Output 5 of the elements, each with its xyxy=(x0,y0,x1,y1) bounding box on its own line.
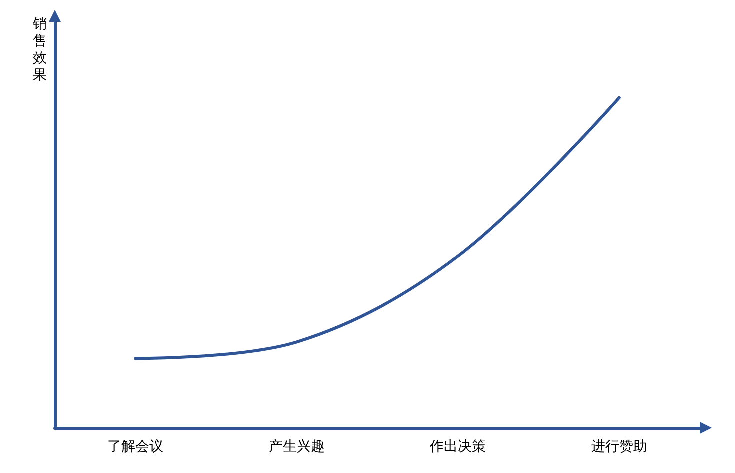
x-tick-label: 作出决策 xyxy=(429,439,486,455)
y-axis-title: 销售效果 xyxy=(32,16,47,84)
x-tick-label: 了解会议 xyxy=(108,439,164,455)
x-tick-label: 产生兴趣 xyxy=(268,439,325,455)
x-tick-label: 进行赞助 xyxy=(591,439,648,455)
